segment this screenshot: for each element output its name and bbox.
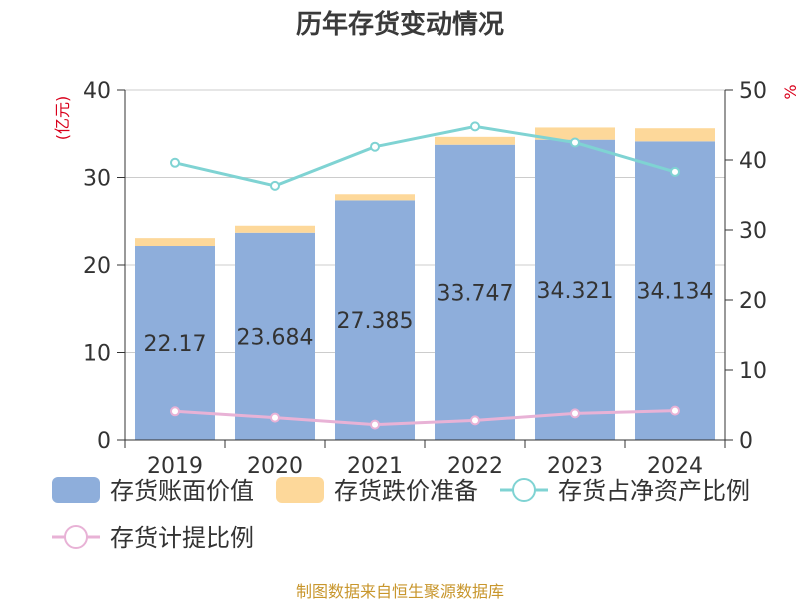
legend-label: 存货占净资产比例 xyxy=(558,477,750,505)
y-tick-label-right: 20 xyxy=(739,289,767,314)
legend-swatch xyxy=(52,477,100,503)
y-tick-label-right: 0 xyxy=(739,429,753,454)
legend-swatch xyxy=(276,477,324,503)
bar-data-label: 23.684 xyxy=(237,325,314,350)
bar-inventory-impairment xyxy=(435,136,515,145)
y-tick-label-left: 40 xyxy=(83,79,111,104)
bar-inventory-impairment xyxy=(335,194,415,201)
line-impairment-ratio xyxy=(174,409,676,427)
y-tick-label-right: 10 xyxy=(739,359,767,384)
chart-title: 历年存货变动情况 xyxy=(295,10,504,40)
bar-data-label: 33.747 xyxy=(437,281,514,306)
point-net-asset-ratio xyxy=(670,166,680,177)
point-impairment-ratio xyxy=(570,408,580,419)
x-tick-label: 2019 xyxy=(147,454,203,479)
y-tick-label-left: 0 xyxy=(97,429,111,454)
line-inventory-net-asset-ratio xyxy=(174,124,676,188)
bar-inventory-impairment xyxy=(535,127,615,140)
y-tick-label-right: 40 xyxy=(739,149,767,174)
legend-label: 存货计提比例 xyxy=(110,524,254,552)
point-net-asset-ratio xyxy=(370,141,380,152)
bar-inventory-book-value xyxy=(635,141,715,440)
point-impairment-ratio xyxy=(370,419,380,430)
bar-inventory-impairment xyxy=(635,128,715,142)
legend-label: 存货账面价值 xyxy=(110,477,254,505)
point-impairment-ratio xyxy=(270,412,280,423)
data-source-caption: 制图数据来自恒生聚源数据库 xyxy=(295,582,504,601)
bar-data-label: 22.17 xyxy=(144,332,207,357)
legend-marker xyxy=(512,478,536,502)
point-impairment-ratio xyxy=(170,406,180,417)
bar-inventory-impairment xyxy=(135,238,215,247)
y-tick-label-right: 50 xyxy=(739,79,767,104)
x-tick-label: 2022 xyxy=(447,454,503,479)
bar-inventory-book-value xyxy=(335,200,415,440)
bar-data-label: 34.134 xyxy=(637,280,714,305)
y-tick-label-left: 10 xyxy=(83,342,111,367)
point-impairment-ratio xyxy=(670,405,680,416)
bar-inventory-book-value xyxy=(235,232,315,440)
x-tick-label: 2023 xyxy=(547,454,603,479)
point-net-asset-ratio xyxy=(570,137,580,148)
bar-inventory-impairment xyxy=(235,225,315,233)
y-axis-left-unit: (亿元) xyxy=(53,96,72,141)
x-tick-label: 2021 xyxy=(347,454,403,479)
legend-marker xyxy=(64,525,88,549)
point-impairment-ratio xyxy=(470,415,480,426)
y-tick-label-left: 20 xyxy=(83,254,111,279)
point-net-asset-ratio xyxy=(170,157,180,168)
y-tick-label-left: 30 xyxy=(83,167,111,192)
bar-inventory-book-value xyxy=(435,144,515,440)
bar-data-label: 34.321 xyxy=(537,279,614,304)
bar-data-label: 27.385 xyxy=(337,309,414,334)
y-axis-right-unit: % xyxy=(781,84,800,99)
y-tick-label-right: 30 xyxy=(739,219,767,244)
point-net-asset-ratio xyxy=(270,180,280,191)
bar-inventory-book-value xyxy=(535,139,615,440)
x-tick-label: 2020 xyxy=(247,454,303,479)
point-net-asset-ratio xyxy=(470,121,480,132)
x-tick-label: 2024 xyxy=(647,454,703,479)
legend-label: 存货跌价准备 xyxy=(334,477,478,505)
